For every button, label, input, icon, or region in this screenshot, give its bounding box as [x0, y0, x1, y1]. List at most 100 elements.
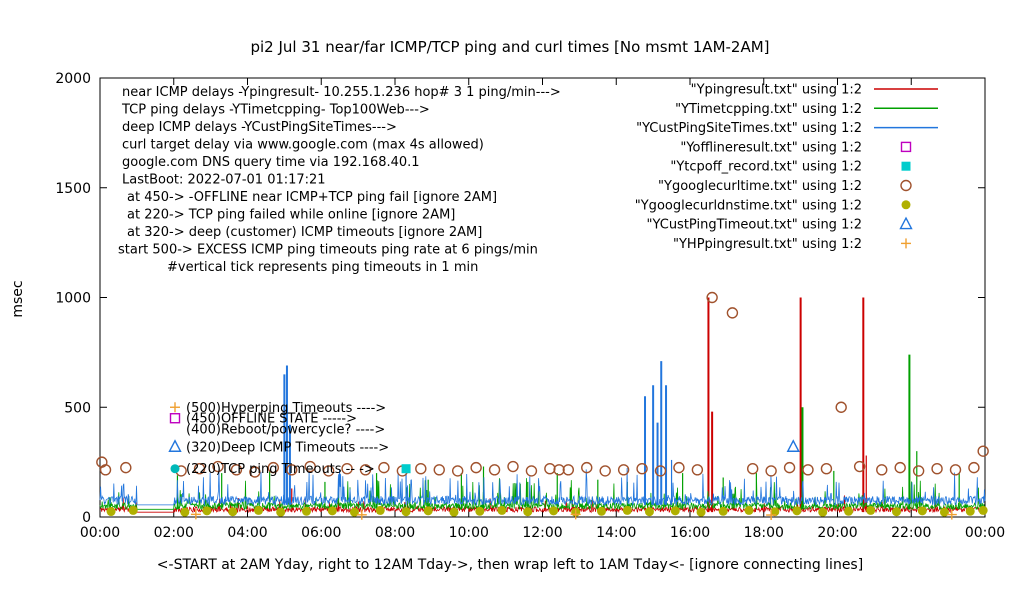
- point-Ygooglecurldnstime: [939, 507, 949, 517]
- level-marker: [170, 464, 180, 474]
- y-tick-label: 2000: [55, 71, 91, 87]
- legend-label: "Ygooglecurltime.txt" using 1:2: [658, 179, 862, 194]
- x-tick-label: 20:00: [817, 525, 857, 541]
- point-Ygooglecurltime: [968, 461, 980, 474]
- legend-sample: [900, 141, 912, 153]
- level-annotation-text: (500)Hyperping Timeouts ---->: [186, 401, 386, 416]
- point-Ygooglecurltime: [267, 461, 280, 474]
- legend-label: "Ytcpoff_record.txt" using 1:2: [670, 160, 862, 175]
- point-Ygooglecurldnstime: [349, 507, 359, 517]
- point-Ygooglecurltime: [746, 463, 759, 475]
- level-marker: [168, 439, 182, 452]
- chart-title: pi2 Jul 31 near/far ICMP/TCP ping and cu…: [250, 38, 770, 56]
- point-Ygooglecurldnstime: [744, 505, 754, 515]
- point-Ygooglecurltime: [249, 466, 261, 478]
- legend-sample: [901, 161, 911, 171]
- level-annotation-text: (320)Deep ICMP Timeouts ---->: [186, 440, 389, 455]
- point-Ygooglecurldnstime: [622, 505, 632, 515]
- point-Ygooglecurltime: [617, 464, 630, 476]
- point-Ygooglecurldnstime: [597, 506, 606, 516]
- point-Ygooglecurltime: [341, 463, 353, 475]
- point-Ygooglecurldnstime: [549, 506, 559, 516]
- series-YCustPingSiteTimes: [99, 468, 986, 507]
- point-Ygooglecurltime: [977, 445, 989, 457]
- x-tick-label: 22:00: [891, 525, 931, 541]
- point-Ygooglecurltime: [636, 463, 648, 475]
- point-Ygooglecurltime: [912, 465, 925, 477]
- series-YTimetcpping: [99, 478, 986, 511]
- annotation-text: deep ICMP delays -YCustPingSiteTimes--->: [122, 120, 397, 135]
- point-Ygooglecurltime: [488, 464, 501, 476]
- point-Ygooglecurldnstime: [844, 506, 854, 516]
- level-annotation-text: (400)Reboot/powercycle? ---->: [186, 423, 385, 438]
- x-tick-label: 02:00: [154, 525, 194, 541]
- legend-sample: [899, 216, 913, 230]
- point-Ygooglecurldnstime: [917, 506, 927, 516]
- point-Ygooglecurltime: [802, 464, 814, 476]
- point-Ygooglecurltime: [553, 464, 565, 476]
- annotation-text: LastBoot: 2022-07-01 01:17:21: [122, 173, 326, 188]
- y-tick-label: 1000: [55, 291, 91, 307]
- point-Ygooglecurltime: [378, 461, 390, 474]
- point-Ygooglecurldnstime: [770, 507, 780, 517]
- point-Ygooglecurldnstime: [276, 507, 286, 517]
- point-Ygooglecurldnstime: [423, 506, 433, 516]
- legend-label: "YCustPingSiteTimes.txt" using 1:2: [636, 121, 862, 136]
- x-tick-label: 00:00: [80, 525, 120, 541]
- point-Ygooglecurldnstime: [202, 506, 212, 516]
- point-Ygooglecurldnstime: [497, 505, 507, 515]
- point-Ygooglecurldnstime: [978, 505, 988, 515]
- point-Ygooglecurltime: [193, 463, 206, 475]
- point-Ygooglecurldnstime: [866, 505, 876, 515]
- x-axis-label: <-START at 2AM Yday, right to 12AM Tday-…: [156, 557, 864, 573]
- point-Ygooglecurldnstime: [302, 506, 311, 516]
- legend-label: "Ypingresult.txt" using 1:2: [691, 83, 862, 98]
- point-Ygooglecurltime: [562, 464, 575, 476]
- point-Ygooglecurltime: [673, 461, 685, 474]
- point-Ygooglecurltime: [120, 461, 132, 474]
- legend-label: "YTimetcpping.txt" using 1:2: [675, 102, 862, 117]
- x-tick-label: 14:00: [596, 525, 636, 541]
- x-tick-label: 10:00: [449, 525, 489, 541]
- point-Ygooglecurltime: [212, 460, 224, 473]
- point-Ygooglecurltime: [99, 464, 112, 476]
- point-Ygooglecurltime: [894, 461, 906, 474]
- point-Ygooglecurldnstime: [892, 507, 901, 517]
- point-Ygooglecurltime: [820, 463, 833, 475]
- point-Ygooglecurldnstime: [106, 507, 116, 517]
- point-Ygooglecurltime: [322, 465, 335, 477]
- point-Ygooglecurldnstime: [128, 505, 138, 515]
- x-tick-label: 04:00: [227, 525, 267, 541]
- x-tick-label: 00:00: [965, 525, 1005, 541]
- legend-sample: [900, 179, 912, 192]
- point-Ygooglecurltime: [691, 464, 704, 476]
- point-YCustPingTimeout: [786, 439, 800, 452]
- point-Ygooglecurltime: [359, 464, 372, 476]
- point-Ygooglecurltime: [931, 463, 943, 475]
- point-Ygooglecurldnstime: [644, 507, 654, 517]
- legend-label: "Ygooglecurldnstime.txt" using 1:2: [635, 198, 862, 213]
- legend-label: "YCustPingTimeout.txt" using 1:2: [647, 218, 862, 233]
- point-Ygooglecurltime: [286, 464, 298, 476]
- point-Ygooglecurltime: [544, 463, 556, 475]
- y-tick-label: 0: [82, 510, 91, 526]
- point-Ygooglecurltime: [835, 401, 847, 413]
- annotation-text: at 220-> TCP ping failed while online [i…: [127, 208, 455, 223]
- annotation-text: #vertical tick represents ping timeouts …: [167, 260, 478, 275]
- point-Ygooglecurldnstime: [523, 507, 533, 517]
- point-Ygooglecurltime: [525, 465, 538, 477]
- x-tick-label: 18:00: [744, 525, 784, 541]
- y-tick-label: 500: [64, 400, 91, 416]
- point-Ygooglecurldnstime: [965, 506, 975, 516]
- annotation-text: curl target delay via www.google.com (ma…: [122, 138, 484, 153]
- annotation-text: TCP ping delays -YTimetcpping- Top100Web…: [121, 103, 430, 118]
- point-Ygooglecurltime: [433, 464, 445, 476]
- point-Ygooglecurltime: [853, 460, 866, 473]
- point-Ygooglecurltime: [654, 465, 667, 477]
- point-Ygooglecurldnstime: [670, 506, 680, 516]
- point-Ygooglecurltime: [415, 463, 427, 475]
- annotation-text: at 450-> -OFFLINE near ICMP+TCP ping fai…: [127, 190, 497, 205]
- point-Ygooglecurldnstime: [449, 507, 459, 517]
- point-Ygooglecurltime: [706, 291, 718, 304]
- level-marker: [169, 413, 181, 424]
